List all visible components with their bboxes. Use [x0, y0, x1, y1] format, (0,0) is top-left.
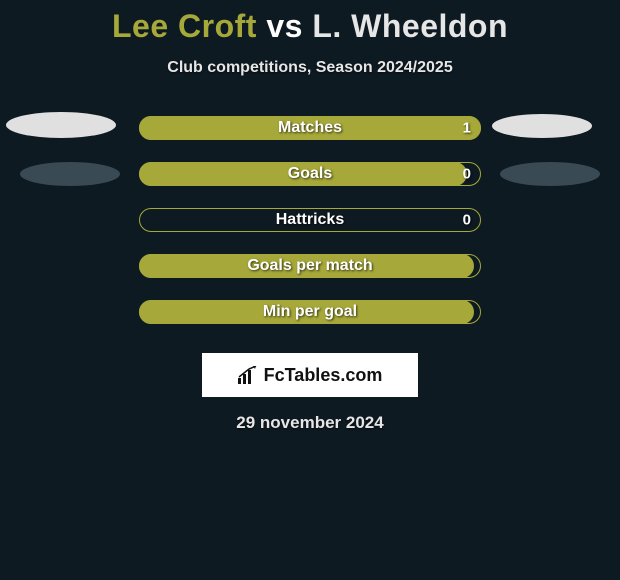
side-ellipse	[492, 114, 592, 138]
side-ellipse	[6, 112, 116, 138]
chart-area: Matches1 Goals0 Hattricks0 Goals per match M…	[0, 105, 620, 335]
subtitle: Club competitions, Season 2024/2025	[0, 59, 620, 77]
logo: FcTables.com	[238, 365, 383, 386]
bar-wrap: Hattricks0	[139, 208, 481, 232]
bar-wrap: Goals per match	[139, 254, 481, 278]
bar-bg	[139, 162, 481, 186]
bar-bg	[139, 208, 481, 232]
side-ellipse	[20, 162, 120, 186]
bar-bg	[139, 254, 481, 278]
side-ellipse	[500, 162, 600, 186]
bar-bg	[139, 300, 481, 324]
logo-box: FcTables.com	[202, 353, 418, 397]
stat-row: Hattricks0	[0, 197, 620, 243]
bar-wrap: Goals0	[139, 162, 481, 186]
vs-text: vs	[266, 8, 303, 44]
bar-bg	[139, 116, 481, 140]
stat-row: Min per goal	[0, 289, 620, 335]
comparison-title: Lee Croft vs L. Wheeldon	[0, 0, 620, 45]
player1-name: Lee Croft	[112, 8, 257, 44]
stat-row: Goals per match	[0, 243, 620, 289]
bar-wrap: Min per goal	[139, 300, 481, 324]
player2-name: L. Wheeldon	[312, 8, 508, 44]
logo-text: FcTables.com	[264, 365, 383, 386]
bar-wrap: Matches1	[139, 116, 481, 140]
chart-icon	[238, 366, 260, 384]
date-label: 29 november 2024	[0, 413, 620, 433]
